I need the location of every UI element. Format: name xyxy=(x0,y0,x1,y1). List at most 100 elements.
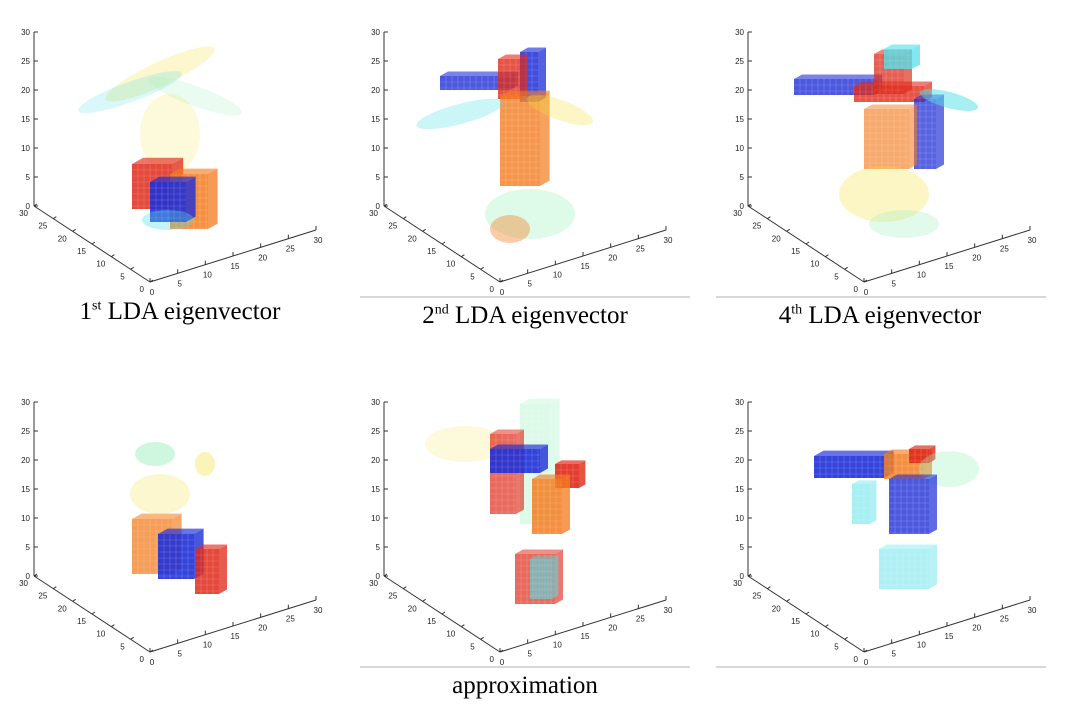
z-tick-label: 5 xyxy=(740,173,745,182)
plot-eigenvector-2: 0 5 10 15 20 25 30 0 5 10 15 20 25 30 0 5 10 15 20 25 30 xyxy=(369,24,690,297)
y-tick-label: 20 xyxy=(772,604,781,613)
y-tick xyxy=(403,216,407,220)
x-tick-label: 15 xyxy=(581,632,590,641)
y-tick-label: 0 xyxy=(140,285,145,294)
z-tick-label: 30 xyxy=(21,28,30,37)
y-tick-label: 0 xyxy=(854,655,859,664)
voxel-cloud xyxy=(526,94,594,126)
x-tick-label: 10 xyxy=(917,641,926,650)
x-tick-label: 30 xyxy=(664,236,673,245)
x-tick-label: 10 xyxy=(917,271,926,280)
y-tick-label: 0 xyxy=(490,655,495,664)
voxel-block xyxy=(132,513,182,574)
y-tick xyxy=(441,241,446,245)
y-tick-label: 15 xyxy=(791,247,800,256)
x-tick-label: 20 xyxy=(258,253,267,262)
y-tick xyxy=(130,636,134,640)
x-tick-label: 5 xyxy=(177,279,182,288)
caption-eigenvector-1: 1st LDA eigenvector xyxy=(79,298,281,325)
z-tick-label: 5 xyxy=(376,173,381,182)
y-tick xyxy=(130,266,134,270)
x-tick-label: 0 xyxy=(500,658,505,667)
voxel-cloud xyxy=(147,76,243,116)
x-tick-label: 10 xyxy=(203,641,212,650)
y-tick-label: 15 xyxy=(77,247,86,256)
x-tick-label: 20 xyxy=(972,253,981,262)
z-tick-label: 15 xyxy=(371,485,380,494)
y-tick xyxy=(111,254,115,258)
z-tick-label: 15 xyxy=(735,115,744,124)
z-tick-label: 30 xyxy=(735,398,744,407)
y-tick xyxy=(480,636,484,640)
x-tick-label: 10 xyxy=(203,271,212,280)
voxel-cloud xyxy=(869,210,939,238)
y-tick xyxy=(844,636,848,640)
separator-line xyxy=(360,296,690,298)
x-tick-label: 5 xyxy=(527,279,532,288)
voxel-block xyxy=(914,94,944,169)
y-tick xyxy=(53,216,57,220)
z-tick-label: 0 xyxy=(376,202,381,211)
y-tick xyxy=(441,611,446,615)
z-tick-label: 10 xyxy=(371,144,380,153)
y-tick-label: 5 xyxy=(120,272,125,281)
y-tick-label: 20 xyxy=(58,234,67,243)
voxel-block xyxy=(532,474,570,534)
y-tick xyxy=(767,216,771,220)
separator-line xyxy=(360,666,690,668)
z-tick-label: 10 xyxy=(735,514,744,523)
voxel-cloud xyxy=(130,474,190,514)
y-tick-label: 25 xyxy=(388,222,397,231)
y-tick-label: 10 xyxy=(96,260,105,269)
x-tick-label: 30 xyxy=(314,236,323,245)
caption-approximation: approximation xyxy=(452,672,598,699)
y-tick-label: 5 xyxy=(470,642,475,651)
plot-approximation-3: 0 5 10 15 20 25 30 0 5 10 15 20 25 30 0 5 10 15 20 25 30 xyxy=(733,394,1054,667)
voxel-cloud xyxy=(485,189,575,239)
x-tick-label: 25 xyxy=(286,615,295,624)
y-tick xyxy=(422,228,426,232)
x-tick-label: 0 xyxy=(864,288,869,297)
y-tick-label: 30 xyxy=(733,209,742,218)
y-tick-label: 30 xyxy=(19,209,28,218)
x-tick-label: 5 xyxy=(527,649,532,658)
y-tick-label: 25 xyxy=(38,592,47,601)
y-tick-label: 25 xyxy=(388,592,397,601)
voxel-block xyxy=(150,176,196,222)
plot-eigenvector-1: 0 5 10 15 20 25 30 0 5 10 15 20 25 30 0 5 10 15 20 25 30 xyxy=(19,24,340,297)
y-tick xyxy=(805,241,810,245)
x-tick-label: 30 xyxy=(1028,606,1037,615)
x-tick-label: 5 xyxy=(177,649,182,658)
voxel-block xyxy=(195,544,227,594)
y-tick-label: 5 xyxy=(834,642,839,651)
voxel-block xyxy=(909,445,936,463)
z-tick-label: 20 xyxy=(21,456,30,465)
z-tick-label: 25 xyxy=(735,57,744,66)
y-tick xyxy=(91,611,96,615)
y-tick xyxy=(53,586,57,590)
x-tick-label: 15 xyxy=(945,632,954,641)
voxel-cloud xyxy=(105,46,215,102)
voxel-cloud xyxy=(839,166,929,222)
voxel-cloud xyxy=(490,215,530,243)
z-tick-label: 0 xyxy=(26,202,31,211)
z-tick-label: 0 xyxy=(740,202,745,211)
y-tick-label: 15 xyxy=(427,247,436,256)
y-tick xyxy=(91,241,96,245)
caption-eigenvector-4: 4th LDA eigenvector xyxy=(778,302,982,329)
plot-approximation-1: 0 5 10 15 20 25 30 0 5 10 15 20 25 30 0 5 10 15 20 25 30 xyxy=(19,394,340,667)
z-tick-label: 15 xyxy=(371,115,380,124)
x-tick-label: 5 xyxy=(891,649,896,658)
z-tick-label: 15 xyxy=(735,485,744,494)
separator-line xyxy=(716,666,1046,668)
y-tick-label: 25 xyxy=(752,592,761,601)
y-tick xyxy=(767,586,771,590)
y-tick-label: 30 xyxy=(369,209,378,218)
y-tick xyxy=(747,573,752,577)
y-tick-label: 0 xyxy=(490,285,495,294)
y-tick xyxy=(33,203,38,207)
voxel-block xyxy=(884,44,920,69)
z-tick-label: 30 xyxy=(21,398,30,407)
